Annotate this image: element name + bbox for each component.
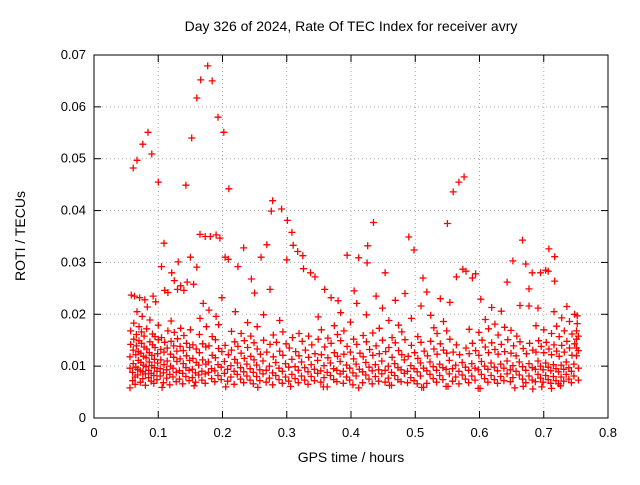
y-tick-label: 0.05 bbox=[61, 151, 86, 166]
tick-labels: 0 0.1 0.2 0.3 0.4 0.5 0.6 0.7 0.8 0 0.01 0.02 0.03 0.… bbox=[61, 47, 617, 440]
chart-title: Day 326 of 2024, Rate Of TEC Index for r… bbox=[185, 18, 518, 34]
x-axis-label: GPS time / hours bbox=[298, 449, 405, 465]
data-point-markers bbox=[126, 62, 582, 393]
gridlines bbox=[94, 55, 608, 418]
x-tick-label: 0.4 bbox=[342, 425, 360, 440]
axis-ticks bbox=[93, 54, 609, 419]
x-tick-label: 0.2 bbox=[213, 425, 231, 440]
y-tick-label: 0.04 bbox=[61, 203, 86, 218]
x-tick-label: 0 bbox=[90, 425, 97, 440]
y-tick-label: 0.07 bbox=[61, 47, 86, 62]
x-tick-label: 0.8 bbox=[599, 425, 617, 440]
x-tick-label: 0.5 bbox=[406, 425, 424, 440]
y-axis-label: ROTI / TECUs bbox=[12, 191, 28, 281]
scatter-points bbox=[126, 62, 582, 393]
x-tick-label: 0.6 bbox=[470, 425, 488, 440]
x-tick-label: 0.1 bbox=[149, 425, 167, 440]
x-tick-label: 0.3 bbox=[278, 425, 296, 440]
y-tick-label: 0 bbox=[79, 410, 86, 425]
y-tick-label: 0.02 bbox=[61, 306, 86, 321]
y-tick-label: 0.01 bbox=[61, 358, 86, 373]
y-tick-label: 0.03 bbox=[61, 254, 86, 269]
x-tick-label: 0.7 bbox=[535, 425, 553, 440]
y-tick-label: 0.06 bbox=[61, 99, 86, 114]
